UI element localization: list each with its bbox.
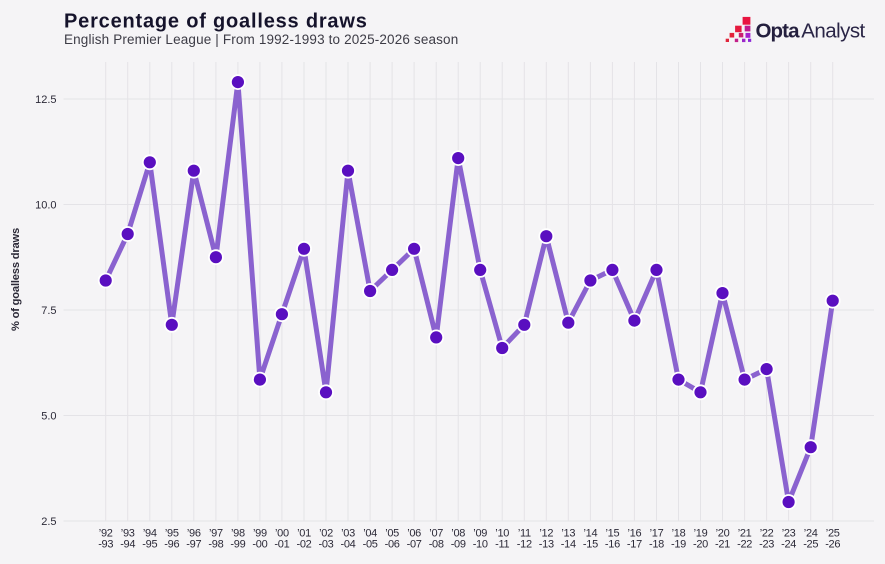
svg-text:12.5: 12.5 xyxy=(35,94,56,106)
svg-text:-26: -26 xyxy=(825,539,840,551)
svg-text:-22: -22 xyxy=(737,539,752,551)
svg-text:’15: ’15 xyxy=(606,528,620,540)
svg-text:-10: -10 xyxy=(473,539,488,551)
svg-text:’20: ’20 xyxy=(716,528,730,540)
svg-text:’13: ’13 xyxy=(561,528,575,540)
svg-text:-08: -08 xyxy=(429,539,444,551)
svg-text:’17: ’17 xyxy=(650,528,664,540)
svg-text:-99: -99 xyxy=(230,539,245,551)
svg-text:’19: ’19 xyxy=(694,528,708,540)
svg-text:’21: ’21 xyxy=(738,528,752,540)
svg-text:-24: -24 xyxy=(781,539,796,551)
svg-text:-97: -97 xyxy=(186,539,201,551)
svg-text:’04: ’04 xyxy=(363,528,377,540)
svg-text:’11: ’11 xyxy=(518,528,531,540)
svg-text:-25: -25 xyxy=(803,539,818,551)
svg-text:’94: ’94 xyxy=(143,528,157,540)
svg-text:7.5: 7.5 xyxy=(41,305,56,317)
svg-text:% of goalless draws: % of goalless draws xyxy=(10,228,22,331)
svg-text:-17: -17 xyxy=(627,539,642,551)
svg-text:’02: ’02 xyxy=(319,528,333,540)
svg-text:-02: -02 xyxy=(297,539,312,551)
svg-text:’03: ’03 xyxy=(341,528,355,540)
svg-text:-12: -12 xyxy=(517,539,532,551)
svg-text:’14: ’14 xyxy=(584,528,598,540)
svg-text:-96: -96 xyxy=(164,539,179,551)
svg-text:-00: -00 xyxy=(252,539,267,551)
svg-text:’01: ’01 xyxy=(297,528,311,540)
svg-text:’23: ’23 xyxy=(782,528,796,540)
svg-text:-13: -13 xyxy=(539,539,554,551)
svg-text:-15: -15 xyxy=(583,539,598,551)
svg-text:’10: ’10 xyxy=(495,528,509,540)
svg-text:2.5: 2.5 xyxy=(41,516,56,528)
svg-text:-93: -93 xyxy=(98,539,113,551)
svg-text:-05: -05 xyxy=(363,539,378,551)
svg-text:-03: -03 xyxy=(319,539,334,551)
svg-text:-19: -19 xyxy=(671,539,686,551)
svg-text:-94: -94 xyxy=(120,539,135,551)
svg-text:-95: -95 xyxy=(142,539,157,551)
svg-text:-14: -14 xyxy=(561,539,576,551)
svg-text:’05: ’05 xyxy=(385,528,399,540)
svg-text:’06: ’06 xyxy=(407,528,421,540)
svg-text:’09: ’09 xyxy=(473,528,487,540)
svg-text:-23: -23 xyxy=(759,539,774,551)
svg-text:-18: -18 xyxy=(649,539,664,551)
svg-text:’12: ’12 xyxy=(539,528,553,540)
svg-text:’22: ’22 xyxy=(760,528,774,540)
svg-text:’96: ’96 xyxy=(187,528,201,540)
svg-text:10.0: 10.0 xyxy=(35,199,56,211)
svg-text:English Premier League | From: English Premier League | From 1992-1993 … xyxy=(64,32,458,47)
svg-text:-20: -20 xyxy=(693,539,708,551)
svg-text:5.0: 5.0 xyxy=(41,410,56,422)
svg-text:-09: -09 xyxy=(451,539,466,551)
svg-text:’07: ’07 xyxy=(429,528,443,540)
svg-text:-06: -06 xyxy=(385,539,400,551)
svg-text:’00: ’00 xyxy=(275,528,289,540)
svg-text:’25: ’25 xyxy=(826,528,840,540)
svg-text:’93: ’93 xyxy=(121,528,135,540)
svg-text:’24: ’24 xyxy=(804,528,818,540)
svg-text:-01: -01 xyxy=(274,539,289,551)
svg-text:Percentage of goalless draws: Percentage of goalless draws xyxy=(64,11,368,33)
svg-text:’98: ’98 xyxy=(231,528,245,540)
svg-text:-04: -04 xyxy=(341,539,356,551)
svg-text:Opta: Opta xyxy=(756,20,801,43)
svg-text:-21: -21 xyxy=(715,539,730,551)
svg-text:-07: -07 xyxy=(407,539,422,551)
svg-text:’16: ’16 xyxy=(628,528,642,540)
svg-text:’08: ’08 xyxy=(451,528,465,540)
svg-text:-11: -11 xyxy=(495,539,509,551)
svg-text:’99: ’99 xyxy=(253,528,267,540)
svg-text:’95: ’95 xyxy=(165,528,179,540)
svg-text:’18: ’18 xyxy=(672,528,686,540)
svg-text:-16: -16 xyxy=(605,539,620,551)
svg-text:’97: ’97 xyxy=(209,528,223,540)
svg-text:’92: ’92 xyxy=(99,528,113,540)
svg-text:Analyst: Analyst xyxy=(801,20,865,43)
svg-text:-98: -98 xyxy=(208,539,223,551)
